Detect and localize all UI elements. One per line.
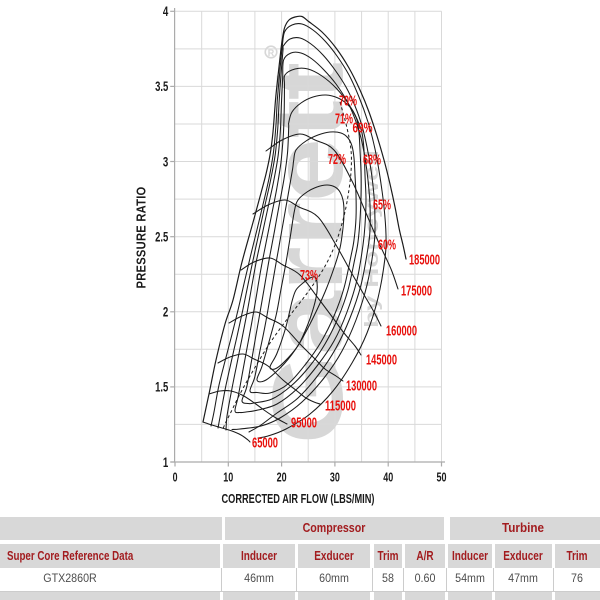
svg-text:3: 3 [163, 154, 169, 169]
svg-text:PRESSURE RATIO: PRESSURE RATIO [134, 187, 149, 289]
svg-text:185000: 185000 [409, 253, 440, 269]
svg-text:1: 1 [163, 455, 169, 470]
svg-text:20: 20 [277, 470, 287, 485]
svg-text:115000: 115000 [325, 399, 356, 415]
svg-text:95000: 95000 [291, 416, 317, 432]
svg-text:175000: 175000 [401, 284, 432, 300]
svg-text:40: 40 [383, 470, 393, 485]
svg-text:73%: 73% [300, 268, 318, 284]
svg-text:3.5: 3.5 [155, 79, 169, 94]
svg-text:70%: 70% [339, 94, 357, 110]
svg-text:30: 30 [330, 470, 340, 485]
svg-text:2: 2 [163, 305, 168, 320]
svg-text:65%: 65% [373, 198, 391, 214]
svg-text:65000: 65000 [252, 436, 278, 452]
svg-text:4: 4 [163, 4, 169, 19]
svg-text:69%: 69% [353, 121, 373, 137]
svg-text:0: 0 [173, 470, 178, 485]
svg-text:1.5: 1.5 [155, 380, 169, 395]
svg-text:130000: 130000 [346, 379, 377, 395]
svg-text:72%: 72% [328, 152, 346, 168]
svg-text:160000: 160000 [386, 324, 417, 340]
svg-text:60%: 60% [378, 238, 396, 254]
svg-text:145000: 145000 [366, 353, 397, 369]
svg-text:CORRECTED AIR FLOW (LBS/MIN): CORRECTED AIR FLOW (LBS/MIN) [222, 491, 375, 506]
svg-text:71%: 71% [335, 112, 353, 128]
svg-text:50: 50 [437, 470, 447, 485]
svg-text:2.5: 2.5 [155, 230, 169, 245]
svg-text:68%: 68% [363, 153, 381, 169]
svg-text:R: R [268, 48, 275, 58]
svg-text:10: 10 [223, 470, 233, 485]
